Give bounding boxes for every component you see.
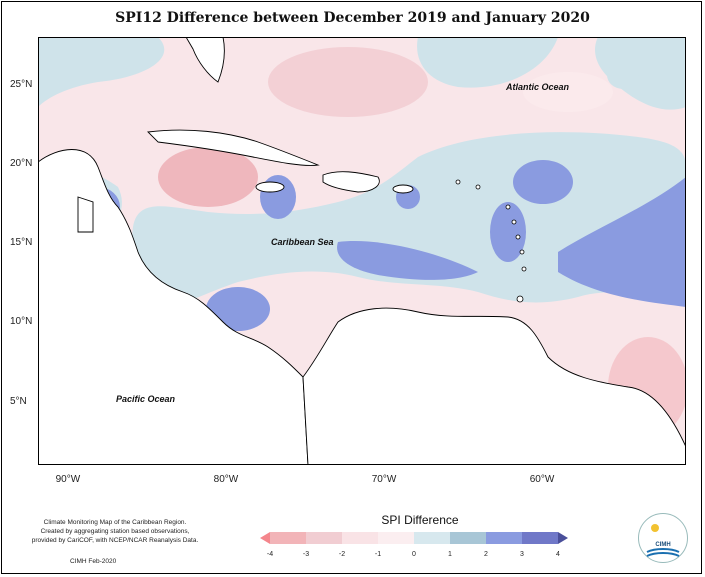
spi-field-mid-blue-1	[206, 287, 270, 331]
label-atlantic-ocean: Atlantic Ocean	[506, 82, 570, 92]
spi-field-mid-blue-6	[490, 202, 526, 262]
x-tick-label: 70°W	[371, 474, 397, 485]
spi-field-mid-blue-5	[558, 177, 686, 307]
legend-tick-label: -3	[303, 551, 309, 558]
land-masses	[38, 37, 686, 465]
x-tick-label: 80°W	[213, 474, 239, 485]
y-tick-label: 15°N	[10, 237, 33, 249]
legend-tick-label: 3	[520, 551, 524, 558]
label-pacific-ocean: Pacific Ocean	[116, 394, 176, 404]
legend-tick-label: -4	[267, 551, 273, 558]
credit-text: Climate Monitoring Map of the Caribbean …	[30, 518, 200, 545]
land-jamaica	[255, 181, 285, 193]
spi-field-mid-blue-3	[337, 241, 478, 280]
legend-tick-label: 2	[484, 551, 488, 558]
y-tick-label: 25°N	[10, 78, 33, 90]
land-florida	[185, 37, 225, 83]
land-cuba	[147, 129, 320, 166]
map-border	[38, 37, 686, 465]
sun-icon	[651, 524, 659, 532]
logo-graphic	[646, 524, 680, 557]
legend-svg: -4 -3 -2 -1 0 1 2 3 4	[260, 532, 568, 558]
legend-tick-label: 4	[556, 551, 560, 558]
legend-tick-label: 1	[448, 551, 452, 558]
spi-field-blue-ne-small	[607, 61, 639, 89]
land-yucatan	[77, 196, 94, 233]
y-tick-label: 5°N	[10, 395, 27, 407]
map-title: SPI12 Difference between December 2019 a…	[115, 10, 590, 26]
x-tick-label: 60°W	[529, 474, 555, 485]
color-legend: -4 -3 -2 -1 0 1 2 3 4	[258, 530, 570, 562]
legend-swatch	[522, 532, 558, 544]
y-tick-label: 10°N	[10, 316, 33, 328]
land-lesser-antilles	[455, 179, 527, 303]
spi-field-pink-cuba	[158, 147, 258, 207]
legend-swatch	[414, 532, 450, 544]
cimh-logo: CIMH	[638, 513, 688, 563]
spi-field-mid-blue-2	[260, 175, 296, 219]
legend-swatch	[342, 532, 378, 544]
legend-swatch	[378, 532, 414, 544]
land-puerto-rico	[392, 184, 414, 194]
credit-date: CIMH Feb-2020	[70, 558, 117, 565]
credit-line-1: Climate Monitoring Map of the Caribbean …	[43, 519, 187, 526]
land-hispaniola	[322, 171, 380, 193]
credit-line-2: Created by aggregating station based obs…	[40, 528, 190, 535]
legend-swatch	[270, 532, 306, 544]
logo-text: CIMH	[655, 542, 671, 548]
legend-swatch	[450, 532, 486, 544]
y-tick-label: 20°N	[10, 157, 33, 169]
credit-line-3: provided by CariCOF, with NCEP/NCAR Rean…	[31, 537, 199, 544]
legend-title: SPI Difference	[381, 513, 459, 527]
legend-tick-label: -2	[339, 551, 345, 558]
label-caribbean-sea: Caribbean Sea	[271, 237, 334, 247]
legend-swatch	[306, 532, 342, 544]
spi-field-pink-atlantic	[523, 72, 613, 112]
wave-icon-2	[646, 552, 680, 557]
legend-tick-label: 0	[412, 551, 416, 558]
spi-field-blue-ne	[595, 37, 686, 110]
legend-arrow-low	[260, 532, 270, 544]
land-south-america	[302, 307, 686, 465]
spi-field-blue-n	[417, 37, 558, 88]
x-tick-label: 90°W	[55, 474, 81, 485]
legend-arrow-high	[558, 532, 568, 544]
map-svg	[38, 37, 686, 465]
legend-tick-label: -1	[375, 551, 381, 558]
land-central-america	[38, 149, 309, 465]
legend-swatch	[486, 532, 522, 544]
wave-icon	[646, 548, 680, 553]
map-panel	[38, 37, 686, 465]
spi-field-pink-bahamas	[268, 47, 428, 117]
spi-field-blue-nw	[38, 37, 165, 107]
spi-field-mid-blue-4	[513, 160, 573, 204]
